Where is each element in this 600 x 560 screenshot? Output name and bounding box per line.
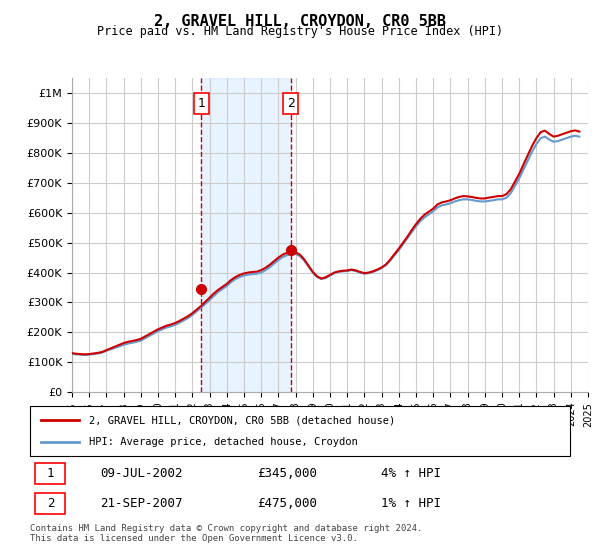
Text: 2, GRAVEL HILL, CROYDON, CR0 5BB: 2, GRAVEL HILL, CROYDON, CR0 5BB (154, 14, 446, 29)
FancyBboxPatch shape (35, 463, 65, 484)
Text: 1: 1 (47, 468, 54, 480)
Text: 2, GRAVEL HILL, CROYDON, CR0 5BB (detached house): 2, GRAVEL HILL, CROYDON, CR0 5BB (detach… (89, 415, 395, 425)
FancyBboxPatch shape (35, 493, 65, 514)
Text: 2: 2 (47, 497, 54, 510)
Text: 1: 1 (197, 97, 205, 110)
Text: 09-JUL-2002: 09-JUL-2002 (100, 468, 182, 480)
Text: Contains HM Land Registry data © Crown copyright and database right 2024.
This d: Contains HM Land Registry data © Crown c… (30, 524, 422, 543)
Text: £475,000: £475,000 (257, 497, 317, 510)
Text: 1% ↑ HPI: 1% ↑ HPI (381, 497, 441, 510)
Text: 21-SEP-2007: 21-SEP-2007 (100, 497, 182, 510)
Text: 2: 2 (287, 97, 295, 110)
FancyBboxPatch shape (30, 406, 570, 456)
Text: Price paid vs. HM Land Registry's House Price Index (HPI): Price paid vs. HM Land Registry's House … (97, 25, 503, 38)
Text: 4% ↑ HPI: 4% ↑ HPI (381, 468, 441, 480)
Bar (202, 78, 291, 392)
Text: £345,000: £345,000 (257, 468, 317, 480)
Text: HPI: Average price, detached house, Croydon: HPI: Average price, detached house, Croy… (89, 437, 358, 447)
